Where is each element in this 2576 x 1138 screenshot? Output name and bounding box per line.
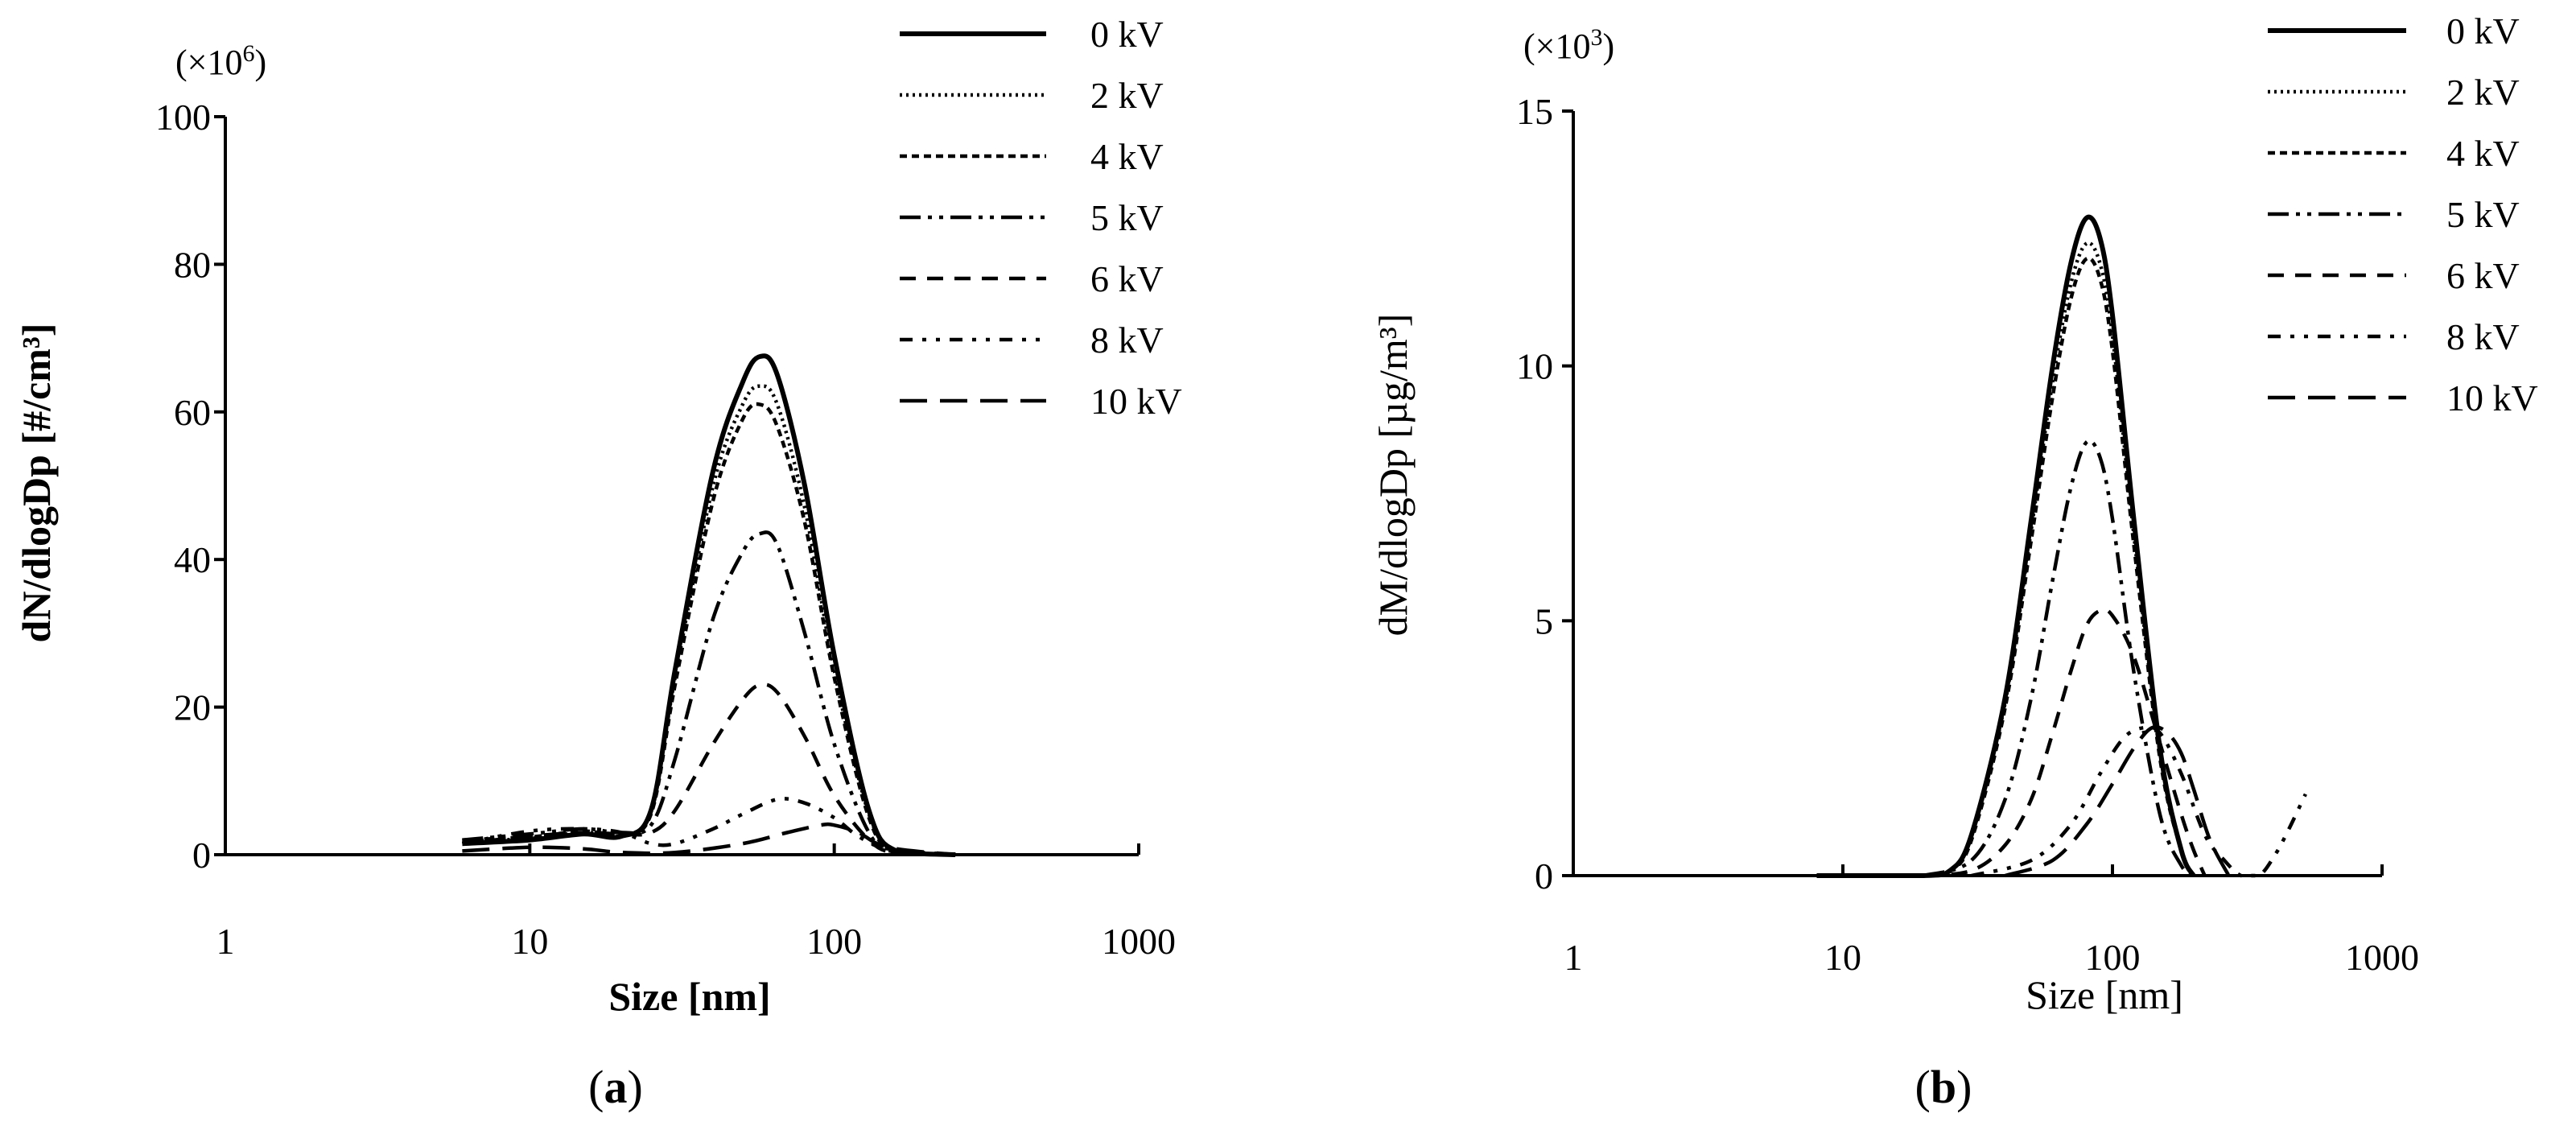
x-tick-label: 1000 xyxy=(1102,921,1176,962)
chart-panel-b: 0 5 10 15 1 10 100 1000 (×103) dM/dlogDp [µg/m… xyxy=(1370,10,2538,1113)
series-line-6-kv xyxy=(462,682,956,857)
series-line-8-kv xyxy=(1971,725,2307,878)
series-line-10-kv xyxy=(2005,725,2231,878)
legend-label: 2 kV xyxy=(2446,72,2520,113)
legend-label: 6 kV xyxy=(2446,255,2520,296)
series-line-2-kv xyxy=(462,384,956,857)
series-line-10-kv xyxy=(462,822,956,857)
y-tick-label: 15 xyxy=(1516,91,1553,132)
y-tick-label: 80 xyxy=(174,244,211,285)
legend-label: 0 kV xyxy=(2446,10,2520,52)
legend-label: 6 kV xyxy=(1090,258,1164,299)
x-axis-label: Size [nm] xyxy=(608,974,770,1019)
legend-label: 4 kV xyxy=(2446,133,2520,174)
series-line-8-kv xyxy=(461,797,956,857)
y-axis-ticks: 0 5 10 15 xyxy=(1516,91,1573,897)
x-tick-label: 100 xyxy=(806,921,862,962)
x-tick-label: 10 xyxy=(511,921,548,962)
legend-label: 5 kV xyxy=(1090,197,1164,238)
series-lines xyxy=(461,353,956,857)
y-tick-label: 0 xyxy=(192,835,211,876)
legend-label: 2 kV xyxy=(1090,75,1164,116)
x-tick-label: 10 xyxy=(1824,937,1861,978)
legend-label: 5 kV xyxy=(2446,194,2520,235)
x-tick-label: 100 xyxy=(2085,937,2141,978)
y-axis-label: dM/dlogDp [µg/m³] xyxy=(1370,314,1416,637)
series-line-5-kv xyxy=(1923,439,2195,878)
x-axis-ticks: 1 10 100 1000 xyxy=(1564,864,2419,978)
legend-label: 8 kV xyxy=(2446,316,2520,357)
x-axis-ticks: 1 10 100 1000 xyxy=(216,843,1176,962)
y-tick-label: 0 xyxy=(1535,856,1553,897)
y-tick-label: 20 xyxy=(174,687,211,728)
legend-label: 10 kV xyxy=(2446,377,2538,419)
legend-label: 0 kV xyxy=(1090,14,1164,55)
x-axis-label: Size [nm] xyxy=(2026,972,2183,1017)
series-line-6-kv xyxy=(1923,608,2207,878)
legend-label: 8 kV xyxy=(1090,320,1164,361)
x-tick-label: 1 xyxy=(1564,937,1583,978)
panel-label: (a) xyxy=(588,1061,643,1113)
series-line-0-kv xyxy=(462,353,956,857)
y-tick-label: 60 xyxy=(174,392,211,433)
y-axis-ticks: 0 20 40 60 80 100 xyxy=(155,97,225,876)
series-line-0-kv xyxy=(1816,214,2196,879)
x-tick-label: 1000 xyxy=(2345,937,2419,978)
legend-label: 4 kV xyxy=(1090,136,1164,177)
legend-label: 10 kV xyxy=(1090,381,1182,422)
chart-panel-a: 0 20 40 60 80 100 1 10 100 1000 (×106) dN/dlogDp… xyxy=(14,14,1182,1113)
multiplier-label: (×106) xyxy=(175,40,266,82)
y-tick-label: 10 xyxy=(1516,346,1553,387)
legend: 0 kV 2 kV 4 kV 5 kV 6 kV 8 kV 10 kV xyxy=(900,14,1182,422)
series-lines xyxy=(1816,214,2307,879)
series-line-5-kv xyxy=(462,530,956,857)
y-tick-label: 100 xyxy=(155,97,211,138)
series-line-4-kv xyxy=(1816,256,2195,878)
legend: 0 kV 2 kV 4 kV 5 kV 6 kV 8 kV 10 kV xyxy=(2268,10,2538,419)
y-tick-label: 5 xyxy=(1535,600,1553,641)
y-tick-label: 40 xyxy=(174,539,211,580)
x-tick-label: 1 xyxy=(216,921,235,962)
multiplier-label: (×103) xyxy=(1523,24,1614,66)
y-axis-label: dN/dlogDp [#/cm³] xyxy=(14,324,59,643)
panel-label: (b) xyxy=(1915,1061,1972,1113)
